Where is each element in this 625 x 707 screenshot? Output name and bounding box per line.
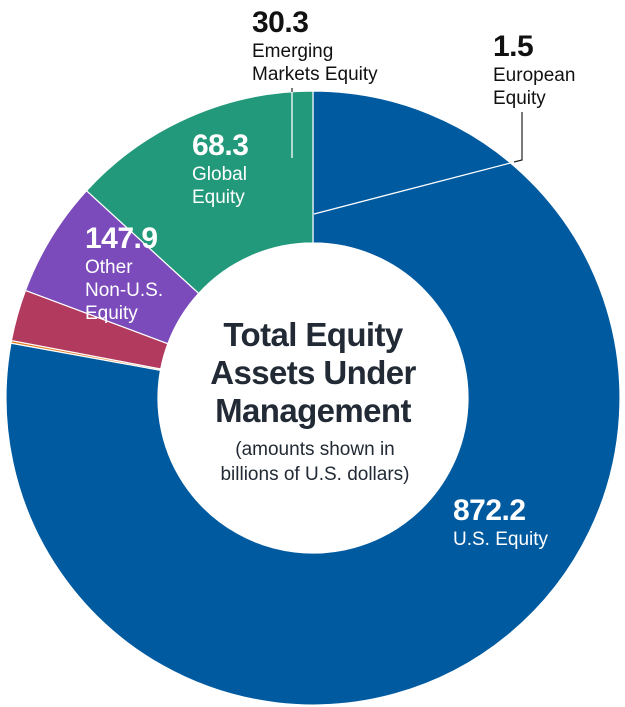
value-label-other-non-u-s-equity: 147.9 — [85, 222, 158, 255]
leader-lines — [291, 88, 523, 215]
center-text: Total Equity Assets Under Management (am… — [210, 316, 417, 485]
center-title-line-3: Management — [215, 392, 411, 429]
category-label-other-non-u-s-equity-line-2: Non-U.S. — [85, 280, 163, 301]
slice-labels: 872.2U.S. Equity1.5EuropeanEquity30.3Eme… — [85, 6, 575, 550]
category-label-other-non-u-s-equity-line-1: Other — [85, 257, 133, 278]
category-label-global-equity-line-1: Global — [192, 164, 247, 185]
center-subtitle-line-1: (amounts shown in — [235, 439, 394, 460]
category-label-european-equity-line-2: Equity — [493, 88, 546, 109]
category-label-emerging-markets-equity-line-1: Emerging — [252, 41, 333, 62]
center-title-line-1: Total Equity — [223, 316, 403, 353]
category-label-global-equity-line-2: Equity — [192, 187, 245, 208]
slice-u-s-equity — [5, 90, 621, 706]
slices — [5, 90, 621, 706]
value-label-european-equity: 1.5 — [493, 30, 533, 63]
category-label-emerging-markets-equity-line-2: Markets Equity — [252, 64, 378, 85]
center-title-line-2: Assets Under — [210, 354, 416, 391]
category-label-u-s-equity-line-1: U.S. Equity — [453, 529, 549, 550]
leader-line-outer-european-equity — [513, 112, 523, 163]
center-subtitle-line-2: billions of U.S. dollars) — [220, 464, 409, 485]
value-label-u-s-equity: 872.2 — [453, 494, 526, 527]
value-label-emerging-markets-equity: 30.3 — [252, 6, 308, 39]
value-label-global-equity: 68.3 — [192, 129, 248, 162]
slice-other-non-u-s-equity — [85, 90, 314, 295]
category-label-other-non-u-s-equity-line-3: Equity — [85, 303, 138, 324]
category-label-european-equity-line-1: European — [493, 65, 575, 86]
